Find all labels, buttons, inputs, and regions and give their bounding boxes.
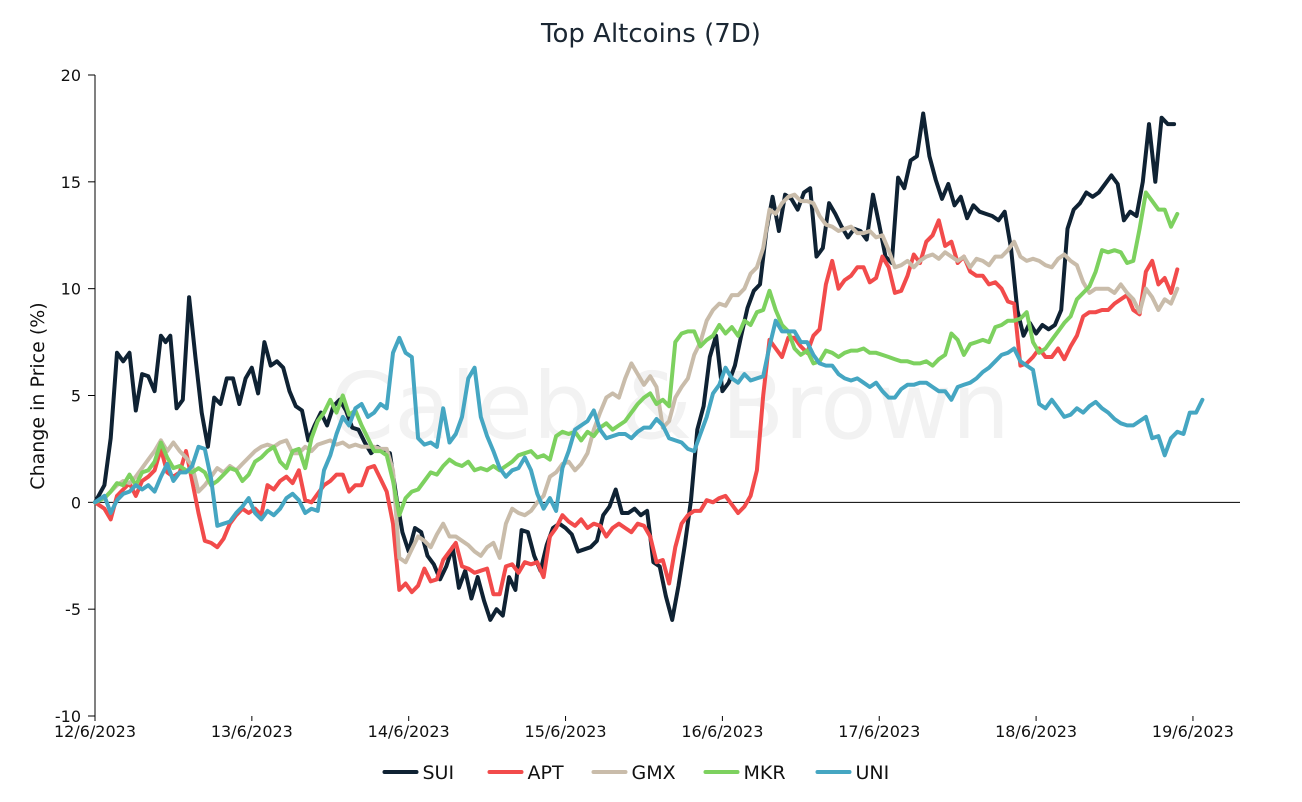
y-tick-label: -5: [65, 600, 81, 619]
legend-item-mkr: MKR: [703, 762, 786, 784]
legend-label: APT: [528, 762, 564, 784]
series-line-uni: [93, 318, 1205, 528]
series-line-apt: [93, 218, 1180, 597]
legend-label: SUI: [423, 762, 455, 784]
x-tick-label: 12/6/2023: [54, 722, 136, 741]
x-tick-label: 13/6/2023: [211, 722, 293, 741]
y-tick-label: 10: [61, 280, 81, 299]
y-axis: -10 -5 0 5 10 15 20: [55, 66, 95, 726]
y-tick-label: 15: [61, 173, 81, 192]
x-tick-label: 14/6/2023: [368, 722, 450, 741]
legend-item-sui: SUI: [382, 762, 455, 784]
y-tick-label: -10: [55, 707, 81, 726]
x-tick-label: 15/6/2023: [525, 722, 607, 741]
y-axis-title: Change in Price (%): [27, 302, 49, 489]
y-tick-label: 0: [71, 493, 81, 512]
chart-title: Top Altcoins (7D): [540, 19, 761, 49]
x-tick-label: 17/6/2023: [838, 722, 920, 741]
x-tick-label: 18/6/2023: [995, 722, 1077, 741]
legend-label: MKR: [744, 762, 786, 784]
legend-item-gmx: GMX: [591, 762, 676, 784]
series-line-gmx: [93, 192, 1180, 565]
series-line-mkr: [93, 190, 1180, 518]
legend: SUI APT GMX MKR UNI: [382, 762, 890, 784]
x-tick-label: 19/6/2023: [1152, 722, 1234, 741]
legend-item-uni: UNI: [815, 762, 890, 784]
series-layer: [93, 111, 1205, 622]
legend-label: UNI: [856, 762, 890, 784]
legend-item-apt: APT: [487, 762, 564, 784]
x-tick-label: 16/6/2023: [681, 722, 763, 741]
y-tick-label: 5: [71, 387, 81, 406]
x-axis: 12/6/2023 13/6/2023 14/6/2023 15/6/2023 16/6…: [54, 716, 1234, 741]
legend-label: GMX: [632, 762, 676, 784]
series-line-sui: [93, 111, 1177, 622]
y-tick-label: 20: [61, 66, 81, 85]
